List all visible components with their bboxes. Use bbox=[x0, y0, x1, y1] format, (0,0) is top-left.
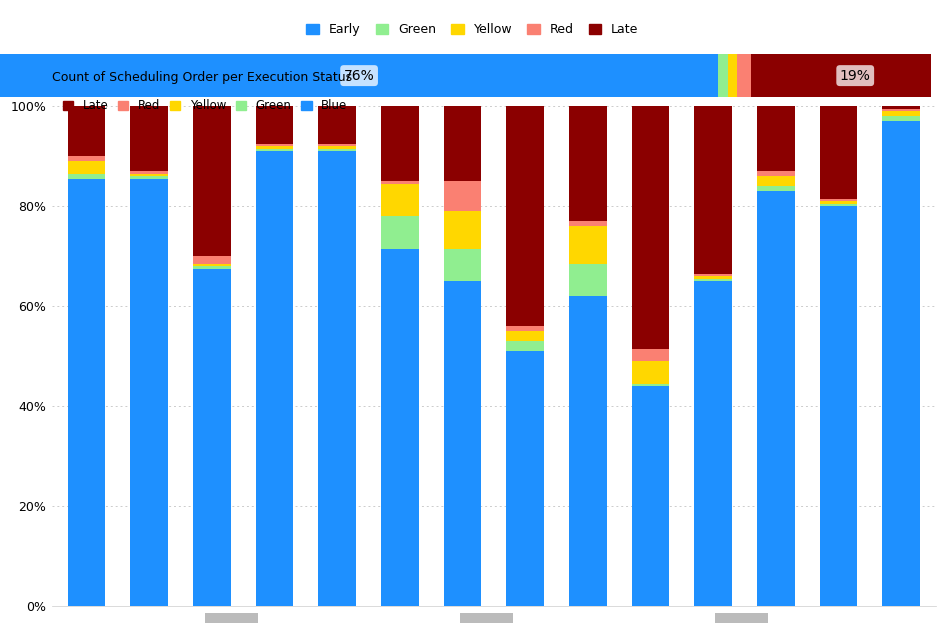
Bar bbox=[882, 109, 919, 111]
Bar bbox=[631, 386, 668, 606]
Bar bbox=[818, 204, 856, 206]
Bar bbox=[756, 106, 794, 171]
Bar bbox=[568, 226, 606, 264]
Bar bbox=[631, 349, 668, 361]
Bar bbox=[318, 151, 356, 606]
Bar bbox=[818, 206, 856, 606]
Bar bbox=[568, 106, 606, 221]
Bar bbox=[694, 276, 731, 279]
Bar bbox=[130, 174, 168, 176]
Bar bbox=[631, 384, 668, 386]
Bar bbox=[380, 249, 418, 606]
Bar bbox=[736, 54, 750, 97]
Bar bbox=[818, 106, 856, 199]
Bar bbox=[694, 279, 731, 281]
Bar bbox=[882, 121, 919, 606]
Bar bbox=[882, 111, 919, 116]
Bar bbox=[193, 256, 230, 264]
Bar bbox=[568, 296, 606, 606]
Legend: Late, Red, Yellow, Green, Blue: Late, Red, Yellow, Green, Blue bbox=[58, 94, 352, 117]
Bar bbox=[443, 249, 480, 281]
Bar bbox=[256, 106, 293, 144]
Bar bbox=[68, 106, 105, 156]
Bar bbox=[750, 54, 930, 97]
Bar bbox=[193, 269, 230, 606]
Bar bbox=[694, 274, 731, 276]
Bar bbox=[694, 281, 731, 606]
Bar bbox=[506, 341, 544, 351]
Bar bbox=[568, 264, 606, 296]
Bar bbox=[882, 106, 919, 109]
Bar bbox=[193, 266, 230, 269]
Bar bbox=[318, 146, 356, 149]
Bar bbox=[68, 179, 105, 606]
Bar bbox=[727, 54, 736, 97]
Bar bbox=[818, 201, 856, 204]
Bar bbox=[193, 106, 230, 256]
Bar bbox=[443, 211, 480, 249]
Bar bbox=[68, 156, 105, 161]
Text: 76%: 76% bbox=[344, 69, 374, 82]
Bar bbox=[256, 144, 293, 146]
Bar bbox=[631, 106, 668, 349]
Text: Count of Scheduling Order per Execution Status: Count of Scheduling Order per Execution … bbox=[52, 71, 352, 84]
Bar bbox=[193, 264, 230, 266]
Legend: Early, Green, Yellow, Red, Late: Early, Green, Yellow, Red, Late bbox=[301, 18, 643, 41]
Bar bbox=[68, 161, 105, 174]
Bar bbox=[380, 184, 418, 216]
Bar bbox=[506, 326, 544, 331]
Bar bbox=[756, 191, 794, 606]
Bar bbox=[506, 106, 544, 326]
Bar bbox=[756, 186, 794, 191]
Bar bbox=[256, 146, 293, 149]
Bar bbox=[694, 106, 731, 274]
Bar bbox=[68, 174, 105, 179]
Bar bbox=[318, 149, 356, 151]
Bar bbox=[756, 171, 794, 176]
Bar bbox=[443, 106, 480, 181]
Bar bbox=[380, 106, 418, 181]
Bar bbox=[506, 351, 544, 606]
Bar bbox=[380, 181, 418, 184]
Text: 19%: 19% bbox=[839, 69, 869, 82]
Bar bbox=[568, 221, 606, 226]
Bar bbox=[443, 281, 480, 606]
Bar bbox=[256, 149, 293, 151]
Bar bbox=[130, 171, 168, 174]
Bar bbox=[256, 151, 293, 606]
Bar bbox=[756, 176, 794, 186]
Bar bbox=[0, 54, 717, 97]
Bar bbox=[818, 199, 856, 201]
Bar bbox=[631, 361, 668, 384]
Bar bbox=[882, 116, 919, 121]
Bar bbox=[130, 179, 168, 606]
Bar bbox=[318, 144, 356, 146]
Bar bbox=[130, 176, 168, 179]
Bar bbox=[443, 181, 480, 211]
Bar bbox=[506, 331, 544, 341]
Bar bbox=[318, 106, 356, 144]
Bar bbox=[130, 106, 168, 171]
Bar bbox=[380, 216, 418, 249]
Bar bbox=[717, 54, 727, 97]
